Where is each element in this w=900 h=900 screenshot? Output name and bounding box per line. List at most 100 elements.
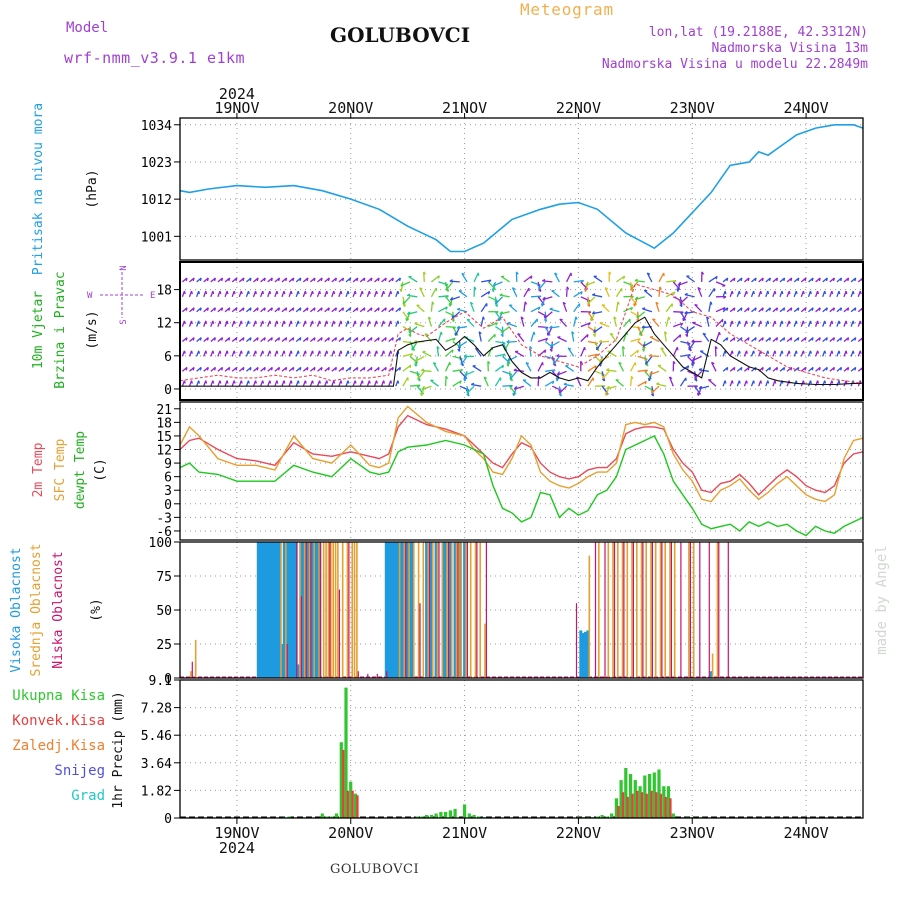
wind-arrow	[529, 346, 532, 357]
cloud-bar	[268, 542, 272, 678]
wind-arrow-head	[797, 277, 800, 282]
wind-arrow-head	[692, 357, 695, 361]
cloud-bar	[428, 542, 431, 678]
wind-arrow-head	[398, 277, 402, 282]
wind-arrow	[658, 286, 661, 297]
wind-arrow-head	[318, 290, 321, 295]
wind-arrow-head	[377, 367, 380, 371]
wind-arrow-head	[205, 320, 208, 325]
wind-arrow-head	[740, 277, 743, 282]
wind-arrow	[400, 281, 404, 292]
wind-arrow-head	[249, 307, 252, 311]
wind-arrow-head	[414, 363, 417, 367]
wind-arrow-head	[449, 279, 453, 282]
wind-arrow-head	[636, 314, 639, 319]
wind-arrow	[419, 287, 425, 298]
wind-arrow	[495, 353, 506, 358]
wind-arrow-head	[840, 337, 843, 341]
wind-arrow-head	[804, 367, 807, 371]
wind-arrow	[573, 279, 584, 283]
cloud-ylabel-high: Visoka Oblacnost	[9, 547, 24, 672]
wind-arrow-head	[228, 307, 231, 311]
wind-arrow-head	[377, 277, 380, 282]
wind-arrow-head	[852, 350, 855, 354]
cloud-bar	[613, 542, 616, 678]
wind-arrow-head	[349, 277, 352, 282]
wind-arrow	[480, 290, 490, 298]
wind-arrow-head	[390, 290, 393, 295]
wind-arrow-head	[226, 290, 229, 295]
wind-arrow-head	[233, 320, 236, 325]
wind-arrow-head	[768, 277, 772, 282]
wind-arrow-head	[235, 307, 238, 311]
wind-arrow-head	[320, 337, 323, 341]
wind-arrow-head	[840, 307, 843, 311]
cloud-bar	[266, 542, 270, 678]
cloud-bar	[460, 542, 463, 678]
wind-arrow-head	[591, 311, 595, 315]
wind-arrow-head	[645, 363, 649, 367]
wind-arrow-head	[440, 331, 443, 335]
wind-arrow-head	[183, 290, 186, 295]
wind-arrow	[685, 326, 695, 333]
header-model-elevation: Nadmorska Visina u modelu 22.2849m	[601, 57, 868, 72]
wind-arrow-head	[327, 337, 330, 341]
wind-arrow	[541, 296, 546, 307]
wind-arrow-head	[226, 350, 229, 354]
precip-bar	[619, 780, 623, 818]
wind-arrow-head	[190, 290, 193, 295]
wind-arrow-head	[731, 290, 734, 295]
wind-arrow-head	[297, 290, 300, 295]
wind-arrow-head	[413, 339, 418, 343]
cloud-bar	[329, 542, 331, 678]
precip-bar	[287, 816, 291, 818]
precip-legend-item: Grad	[71, 788, 105, 804]
precip-bar	[448, 810, 452, 818]
wind-arrow-head	[530, 275, 533, 280]
wind-arrow	[711, 362, 717, 372]
wind-arrow-head	[269, 380, 272, 384]
wind-arrow-head	[292, 307, 295, 311]
wind-arrow-head	[845, 380, 848, 384]
wind-arrow-head	[405, 318, 408, 322]
wind-arrow-head	[398, 307, 402, 311]
wind-arrow-head	[542, 278, 546, 282]
wind-arrow-head	[788, 290, 791, 295]
wind-arrow	[649, 370, 660, 376]
wind-arrow-head	[776, 337, 779, 341]
wind-arrow	[618, 362, 625, 372]
wind-arrow-head	[247, 350, 250, 354]
precip-bar	[351, 790, 354, 818]
wind-arrow-head	[831, 290, 834, 295]
wind-arrow	[544, 380, 555, 387]
wind-arrow-head	[545, 338, 549, 342]
wind-arrow-head	[448, 303, 451, 307]
wind-arrow-head	[198, 380, 201, 384]
wind-arrow-head	[221, 337, 224, 341]
wind-arrow	[407, 311, 418, 315]
wind-arrow-head	[333, 320, 336, 325]
wind-arrow-head	[840, 277, 843, 282]
wind-arrow-head	[745, 290, 748, 295]
cloud-tick-label: 75	[156, 570, 172, 585]
cloud-bar	[263, 542, 267, 678]
cloud-bar	[319, 542, 321, 678]
wind-arrow-head	[206, 277, 209, 282]
temp-tick-label: 6	[164, 471, 172, 486]
precip-legend-item: Snijeg	[54, 763, 105, 779]
wind-arrow-head	[544, 349, 547, 353]
wind-arrow-head	[587, 300, 590, 304]
wind-arrow	[553, 356, 560, 365]
wind-arrow-head	[327, 307, 330, 311]
wind-arrow-head	[694, 375, 697, 379]
wind-arrow-head	[515, 271, 519, 275]
wind-arrow	[630, 362, 636, 372]
precip-bar	[631, 793, 634, 818]
cloud-tick-label: 25	[156, 638, 172, 653]
wind-arrow	[494, 377, 502, 387]
wind-arrow-head	[656, 382, 660, 385]
wind-arrow-head	[333, 350, 336, 354]
wind-arrow-head	[556, 372, 560, 376]
wind-arrow-head	[533, 331, 536, 335]
wind-arrow	[607, 350, 617, 357]
